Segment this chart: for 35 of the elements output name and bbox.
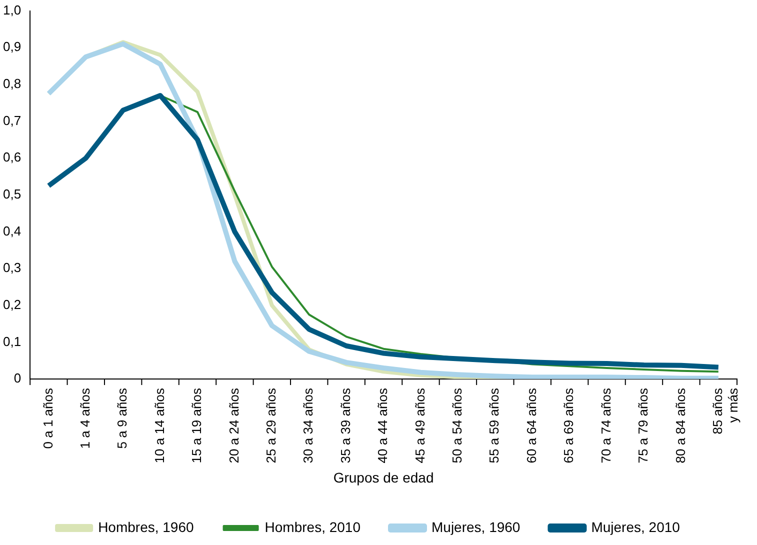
y-tick-label: 0,2: [2, 296, 22, 312]
x-tick-label: 65 a 69 años: [561, 388, 576, 464]
x-tick-label: 15 a 19 años: [189, 388, 204, 464]
y-tick-label: 0,4: [2, 223, 22, 238]
x-tick-label: 1 a 4 años: [77, 388, 92, 449]
x-tick-label: 25 a 29 años: [263, 388, 278, 464]
x-tick-label: 45 a 49 años: [412, 388, 428, 464]
x-tick-label: 10 a 14 años: [152, 388, 167, 464]
legend-label: Hombres, 1960: [98, 518, 194, 535]
y-tick-label: 0,3: [2, 260, 22, 276]
x-tick-label: 5 a 9 años: [114, 388, 130, 449]
x-tick-label: 20 a 24 años: [226, 388, 242, 464]
legend-label: Mujeres, 1960: [432, 518, 520, 535]
x-tick-label: 50 a 54 años: [450, 388, 465, 464]
x-tick-label: 85 años y más: [710, 388, 741, 434]
x-tick-label: 30 a 34 años: [300, 388, 316, 464]
x-tick-label: 70 a 74 años: [598, 388, 614, 464]
x-tick-label: 55 a 59 años: [486, 388, 502, 464]
x-tick-label: 60 a 64 años: [524, 388, 539, 464]
x-tick-label: 75 a 79 años: [636, 388, 651, 464]
y-tick-label: 0: [14, 370, 22, 386]
x-tick-label: 80 a 84 años: [672, 388, 688, 464]
x-axis-title: Grupos de edad: [333, 469, 434, 486]
y-tick-label: 0,7: [2, 112, 22, 128]
legend-label: Mujeres, 2010: [591, 518, 680, 535]
y-tick-label: 0,9: [2, 39, 22, 54]
x-tick-label: 35 a 39 años: [338, 388, 353, 464]
y-tick-label: 0,1: [2, 334, 22, 349]
y-tick-label: 1,0: [2, 2, 22, 18]
y-tick-label: 0,8: [2, 76, 22, 92]
legend-label: Hombres, 2010: [264, 518, 361, 535]
x-tick-label: 0 a 1 años: [40, 388, 56, 449]
y-tick-label: 0,6: [2, 150, 22, 165]
x-tick-label: 40 a 44 años: [375, 388, 390, 464]
y-tick-label: 0,5: [2, 186, 22, 202]
